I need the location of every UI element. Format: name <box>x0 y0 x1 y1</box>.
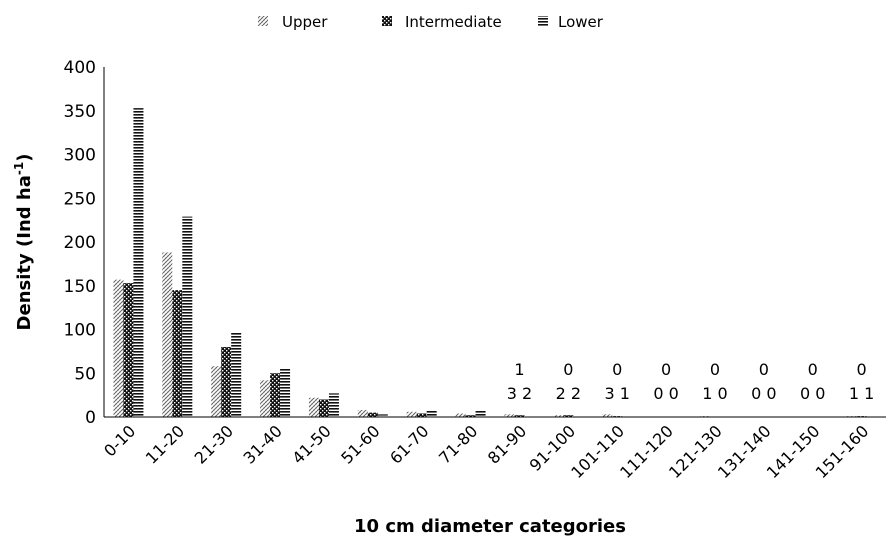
bar-upper-81-90 <box>504 414 515 417</box>
bar-lower-21-30 <box>231 332 242 417</box>
y-tick-label-200: 200 <box>64 233 96 253</box>
y-tick-label-250: 250 <box>64 189 96 209</box>
data-label-141-150-1: 0 0 <box>800 384 825 403</box>
x-tick-label-61-70: 61-70 <box>386 421 432 467</box>
bar-intermediate-91-100 <box>563 415 574 417</box>
x-tick-label-81-90: 81-90 <box>484 421 530 467</box>
bar-lower-11-20 <box>182 216 193 417</box>
x-tick-label-31-40: 31-40 <box>240 421 286 467</box>
bar-upper-61-70 <box>406 411 417 417</box>
legend-swatch-intermediate <box>382 16 392 26</box>
bar-intermediate-11-20 <box>172 290 183 417</box>
y-axis-ticks: 0 50 100 150 200 250 300 350 400 <box>64 58 96 428</box>
legend-swatch-lower <box>538 16 548 26</box>
data-label-151-160-0: 0 <box>856 360 866 379</box>
y-tick-label-50: 50 <box>74 364 96 384</box>
bar-intermediate-61-70 <box>416 413 427 417</box>
bar-lower-71-80 <box>475 410 486 417</box>
bar-lower-61-70 <box>426 410 437 417</box>
y-tick-label-400: 400 <box>64 58 96 78</box>
bar-intermediate-41-50 <box>318 399 329 417</box>
data-label-101-110-0: 0 <box>612 360 622 379</box>
bar-intermediate-31-40 <box>270 373 281 417</box>
legend-label-intermediate: Intermediate <box>405 13 502 31</box>
legend-item-lower[interactable]: Lower <box>538 13 604 31</box>
data-label-81-90-1: 3 2 <box>507 384 532 403</box>
data-label-111-120-1: 0 0 <box>653 384 678 403</box>
data-label-141-150-0: 0 <box>808 360 818 379</box>
bar-upper-101-110 <box>602 414 613 417</box>
x-tick-label-131-140: 131-140 <box>714 421 775 482</box>
bar-upper-21-30 <box>211 366 222 417</box>
bar-upper-91-100 <box>553 415 564 417</box>
x-tick-label-51-60: 51-60 <box>337 421 383 467</box>
data-label-81-90-0: 1 <box>514 360 524 379</box>
y-tick-label-100: 100 <box>64 321 96 341</box>
bar-intermediate-81-90 <box>514 415 525 417</box>
x-tick-label-21-30: 21-30 <box>191 421 237 467</box>
bar-upper-71-80 <box>455 413 466 417</box>
x-tick-label-141-150: 141-150 <box>763 421 824 482</box>
data-labels: 1 3 2 0 2 2 0 3 1 0 0 0 0 1 0 0 0 0 0 0 0 0 1 1 <box>507 360 875 403</box>
y-axis-label: Density (Ind ha-1) <box>12 154 35 331</box>
bar-intermediate-71-80 <box>465 415 476 417</box>
x-axis-ticks: 0-10 11-20 21-30 31-40 41-50 51-60 61-70 71-80 8… <box>100 421 872 482</box>
bar-lower-0-10 <box>133 108 144 417</box>
legend-item-upper[interactable]: Upper <box>258 13 328 31</box>
data-label-101-110-1: 3 1 <box>604 384 629 403</box>
bar-upper-31-40 <box>260 380 271 417</box>
data-label-91-100-0: 0 <box>563 360 573 379</box>
bar-intermediate-21-30 <box>221 347 232 417</box>
data-label-121-130-1: 1 0 <box>702 384 727 403</box>
y-tick-label-300: 300 <box>64 146 96 166</box>
data-label-121-130-0: 0 <box>710 360 720 379</box>
data-label-91-100-1: 2 2 <box>556 384 581 403</box>
x-tick-label-11-20: 11-20 <box>142 421 188 467</box>
y-tick-label-150: 150 <box>64 277 96 297</box>
x-tick-label-151-160: 151-160 <box>812 421 873 482</box>
bar-upper-0-10 <box>113 279 124 417</box>
x-tick-label-101-110: 101-110 <box>567 421 628 482</box>
bar-intermediate-0-10 <box>123 283 134 417</box>
data-label-131-140-0: 0 <box>759 360 769 379</box>
legend-swatch-upper <box>258 16 268 26</box>
bar-upper-11-20 <box>162 252 173 417</box>
data-label-151-160-1: 1 1 <box>849 384 874 403</box>
bars <box>113 108 867 417</box>
data-label-131-140-1: 0 0 <box>751 384 776 403</box>
x-tick-label-71-80: 71-80 <box>435 421 481 467</box>
bar-upper-41-50 <box>308 397 319 417</box>
x-tick-label-0-10: 0-10 <box>100 421 139 460</box>
legend-label-upper: Upper <box>282 13 328 31</box>
x-tick-label-41-50: 41-50 <box>288 421 334 467</box>
legend-item-intermediate[interactable]: Intermediate <box>382 13 502 31</box>
y-tick-label-350: 350 <box>64 102 96 122</box>
bar-lower-31-40 <box>280 368 291 417</box>
y-tick-label-0: 0 <box>85 408 96 428</box>
x-tick-label-121-130: 121-130 <box>665 421 726 482</box>
bar-lower-51-60 <box>377 414 388 417</box>
x-axis-label: 10 cm diameter categories <box>354 516 626 537</box>
legend: Upper Intermediate Lower <box>258 13 604 31</box>
x-tick-label-111-120: 111-120 <box>616 421 677 482</box>
bar-lower-41-50 <box>328 393 339 417</box>
bar-upper-51-60 <box>357 410 368 417</box>
legend-label-lower: Lower <box>558 13 604 31</box>
data-label-111-120-0: 0 <box>661 360 671 379</box>
bar-intermediate-51-60 <box>367 412 378 417</box>
